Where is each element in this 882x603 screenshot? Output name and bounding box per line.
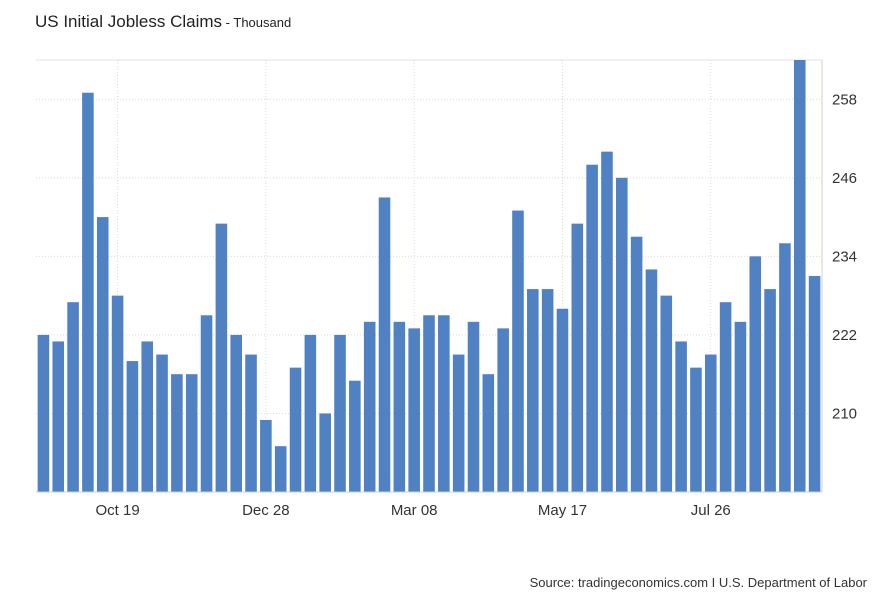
bar [52,341,65,492]
bar [171,374,183,492]
bar [779,243,791,492]
x-tick-label: Oct 19 [95,502,139,519]
bar [527,289,539,492]
bar [719,302,732,492]
bar [378,197,391,493]
source-note: Source: tradingeconomics.com I U.S. Depa… [529,575,867,590]
bar [438,315,450,492]
bar [423,315,435,492]
bar [215,223,228,493]
bar [541,289,554,492]
x-tick-label: Mar 08 [391,502,438,519]
bar [571,223,584,493]
bar [304,334,317,492]
bar [630,236,643,492]
bar [37,334,50,492]
bar [497,328,509,492]
bar [660,295,673,492]
title-separator: - [222,15,234,30]
bar [645,269,658,492]
bar [230,334,242,492]
bar [467,321,480,492]
bar [156,354,168,492]
bar [67,302,79,492]
bar [82,92,94,493]
bar [749,256,762,492]
bar [704,354,717,492]
bar [289,367,302,492]
bar [734,321,747,492]
bar [141,341,154,492]
bar [675,341,687,492]
bar [408,328,420,492]
bar [556,308,569,492]
y-tick-label: 234 [832,248,857,265]
bar [793,60,806,492]
bar [200,315,213,492]
bar [96,217,109,492]
bar [393,321,406,492]
bar [185,374,198,492]
bar [586,164,598,492]
bar [245,354,257,492]
y-tick-label: 246 [832,170,857,187]
x-tick-label: Dec 28 [242,502,290,519]
x-tick-label: Jul 26 [691,502,731,519]
bar [274,446,287,492]
bar-chart: 210 222 234 246 258 Oct 19 Dec 28 Mar 08 May 17 J… [36,59,857,519]
bar [764,289,776,492]
bar [601,151,613,493]
bar [319,413,331,492]
bar [126,361,139,492]
bar [349,380,361,492]
chart-subtitle: Thousand [233,15,292,30]
y-tick-label: 222 [832,327,857,344]
bar [616,177,628,492]
bar [111,295,124,492]
chart-title-block: US Initial Jobless Claims - Thousand [35,12,291,32]
x-tick-label: May 17 [538,502,587,519]
chart-title: US Initial Jobless Claims [35,12,223,31]
y-tick-label: 210 [832,405,857,422]
bar [363,321,376,492]
bar [482,374,495,492]
y-tick-label: 258 [832,91,857,108]
bar [260,420,272,492]
bar [452,354,465,492]
bar [808,276,821,492]
bar [512,210,524,492]
bar [334,334,346,492]
bar [690,367,702,492]
